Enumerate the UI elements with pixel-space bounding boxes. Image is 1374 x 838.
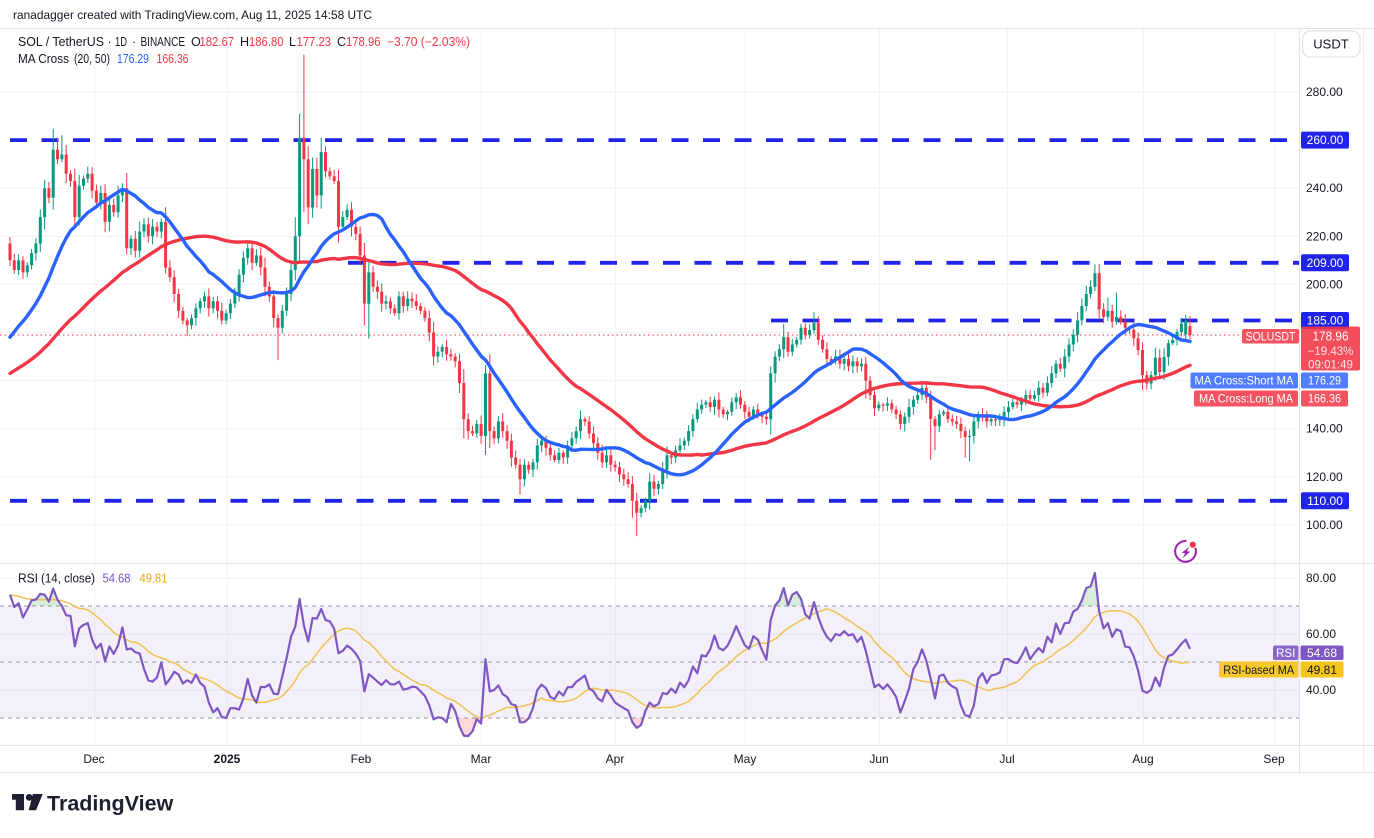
svg-text:1D: 1D (115, 35, 127, 49)
svg-text:(14, close): (14, close) (41, 572, 95, 586)
svg-text:177.23: 177.23 (297, 35, 332, 49)
svg-text:182.67: 182.67 (200, 35, 235, 49)
svg-text:−3.70 (−2.03%): −3.70 (−2.03%) (387, 35, 470, 49)
svg-text:L: L (289, 35, 296, 49)
svg-text:ranadagger created with Tradin: ranadagger created with TradingView.com,… (13, 8, 372, 22)
svg-text:Dec: Dec (83, 752, 104, 766)
svg-text:Aug: Aug (1132, 752, 1153, 766)
svg-text:RSI: RSI (1276, 648, 1295, 660)
svg-text:MA Cross:Long MA: MA Cross:Long MA (1199, 392, 1293, 406)
svg-text:RSI: RSI (18, 572, 38, 586)
svg-text:Apr: Apr (606, 752, 625, 766)
svg-text:176.29: 176.29 (1308, 374, 1341, 388)
svg-text:BINANCE: BINANCE (141, 35, 186, 49)
svg-text:Sep: Sep (1263, 752, 1285, 766)
svg-text:120.00: 120.00 (1306, 470, 1343, 484)
svg-text:H: H (240, 35, 249, 49)
svg-text:SOL / TetherUS: SOL / TetherUS (18, 35, 104, 49)
svg-text:260.00: 260.00 (1307, 133, 1344, 147)
svg-text:54.68: 54.68 (1307, 646, 1337, 660)
svg-text:09:01:49: 09:01:49 (1308, 360, 1353, 372)
svg-text:2025: 2025 (214, 752, 241, 766)
svg-text:TradingView: TradingView (47, 792, 174, 816)
svg-text:O: O (191, 35, 201, 49)
svg-text:140.00: 140.00 (1306, 422, 1343, 436)
svg-text:49.81: 49.81 (1307, 663, 1337, 677)
svg-text:80.00: 80.00 (1306, 571, 1336, 585)
svg-text:110.00: 110.00 (1307, 494, 1343, 508)
svg-text:MA Cross: MA Cross (18, 52, 69, 66)
svg-text:Jul: Jul (999, 752, 1014, 766)
svg-text:May: May (734, 752, 757, 766)
svg-text:100.00: 100.00 (1306, 518, 1343, 532)
svg-text:166.36: 166.36 (1308, 392, 1341, 406)
svg-text:178.96: 178.96 (1313, 330, 1349, 344)
svg-text:220.00: 220.00 (1306, 229, 1343, 243)
svg-text:176.29: 176.29 (117, 52, 149, 66)
svg-text:Mar: Mar (471, 752, 492, 766)
svg-text:240.00: 240.00 (1306, 181, 1343, 195)
svg-text:·: · (108, 35, 112, 49)
svg-text:C: C (337, 35, 346, 49)
svg-text:186.80: 186.80 (249, 35, 284, 49)
svg-text:200.00: 200.00 (1306, 277, 1343, 291)
svg-text:54.68: 54.68 (103, 572, 131, 586)
svg-text:178.96: 178.96 (346, 35, 381, 49)
svg-text:Jun: Jun (869, 752, 888, 766)
svg-text:Feb: Feb (351, 752, 372, 766)
svg-text:60.00: 60.00 (1306, 627, 1336, 641)
svg-text:280.00: 280.00 (1306, 85, 1343, 99)
svg-text:40.00: 40.00 (1306, 683, 1336, 697)
svg-text:166.36: 166.36 (157, 52, 189, 66)
svg-text:MA Cross:Short MA: MA Cross:Short MA (1195, 374, 1294, 388)
svg-text:·: · (132, 35, 136, 49)
svg-text:−19.43%: −19.43% (1308, 346, 1354, 358)
svg-text:185.00: 185.00 (1307, 313, 1344, 327)
svg-text:USDT: USDT (1313, 37, 1348, 52)
svg-text:49.81: 49.81 (140, 572, 168, 586)
svg-text:RSI-based MA: RSI-based MA (1223, 663, 1294, 677)
svg-text:(20, 50): (20, 50) (74, 52, 110, 66)
svg-text:209.00: 209.00 (1307, 256, 1344, 270)
svg-text:SOLUSDT: SOLUSDT (1246, 330, 1297, 344)
